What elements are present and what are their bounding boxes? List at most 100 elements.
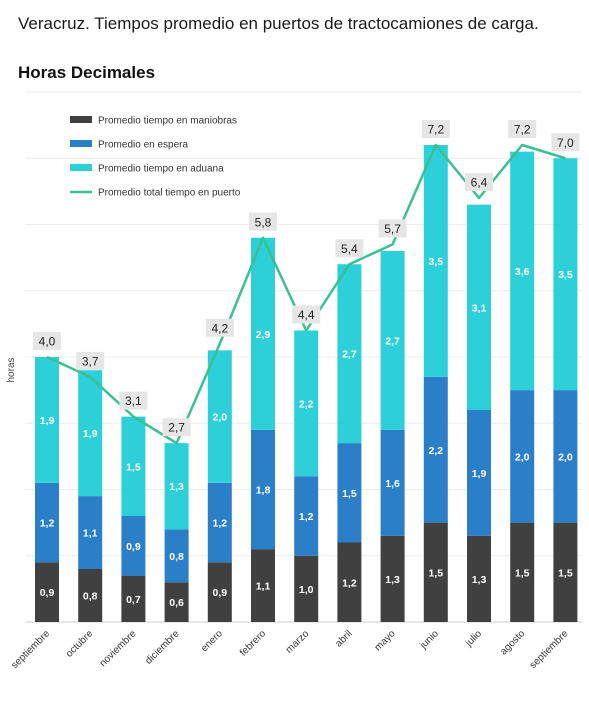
- total-label-box: [335, 239, 364, 258]
- legend-label: Promedio tiempo en maniobras: [98, 116, 237, 127]
- bar-segment: [337, 443, 362, 543]
- segment-label: 1,2: [299, 511, 314, 523]
- total-label-box: [421, 120, 450, 138]
- bar-segment: [510, 390, 535, 523]
- total-label-box: [162, 418, 191, 437]
- segment-label: 0,8: [169, 551, 184, 563]
- x-tick-label: junio: [417, 628, 441, 652]
- total-label-box: [205, 318, 234, 337]
- bar-segment: [35, 562, 59, 622]
- legend-label: Promedio total tiempo en puerto: [98, 188, 241, 199]
- total-label: 3,1: [125, 394, 142, 408]
- segment-label: 1,5: [126, 461, 141, 473]
- segment-label: 1,2: [40, 518, 55, 530]
- bar-segment: [423, 522, 448, 622]
- total-label-box: [249, 212, 277, 231]
- bar-segment: [251, 429, 275, 550]
- segment-label: 1,5: [342, 488, 357, 500]
- total-label: 7,2: [514, 123, 531, 137]
- segment-label: 1,0: [299, 584, 314, 596]
- bar-segment: [121, 575, 146, 622]
- segment-label: 2,2: [428, 445, 443, 457]
- segment-label: 0,9: [212, 587, 227, 599]
- total-label: 4,0: [39, 335, 56, 349]
- y-axis-label: horas: [6, 357, 17, 382]
- legend-swatch: [70, 164, 92, 171]
- segment-label: 1,5: [558, 567, 573, 579]
- bar-segment: [121, 516, 146, 576]
- total-label: 5,7: [384, 222, 401, 236]
- legend-label: Promedio en espera: [98, 140, 188, 151]
- segment-label: 1,9: [83, 428, 98, 440]
- x-tick-label: febrero: [238, 628, 268, 658]
- total-label-box: [508, 120, 537, 138]
- bar-segment: [78, 370, 103, 497]
- bar-segment: [337, 264, 362, 444]
- segment-label: 2,0: [212, 412, 227, 424]
- bar-segment: [337, 542, 362, 622]
- x-tick-label: noviembre: [98, 628, 139, 669]
- total-label: 2,7: [168, 421, 185, 435]
- segment-label: 0,7: [126, 594, 141, 606]
- segment-label: 0,9: [40, 587, 55, 599]
- legend: Promedio tiempo en maniobras Promedio en …: [70, 116, 241, 199]
- segment-label: 2,9: [256, 329, 271, 341]
- total-label: 4,2: [211, 321, 228, 335]
- x-tick-label: diciembre: [143, 628, 182, 667]
- total-label-box: [292, 305, 321, 324]
- total-label: 4,4: [298, 308, 315, 322]
- x-tick-label: septiembre: [9, 628, 52, 671]
- bar-segment: [467, 410, 491, 536]
- bar-segment: [380, 535, 405, 622]
- bar-segment: [35, 357, 59, 483]
- total-label: 5,8: [255, 215, 272, 229]
- segment-label: 1,9: [472, 468, 487, 480]
- x-tick-label: mayo: [373, 628, 398, 653]
- x-tick-label: septiembre: [528, 628, 571, 671]
- segment-label: 3,5: [428, 256, 443, 268]
- bar-segment: [294, 330, 319, 477]
- bar-segment: [553, 390, 578, 523]
- total-label: 3,7: [82, 354, 99, 368]
- bar-segment: [207, 482, 232, 563]
- segment-label: 1,1: [256, 581, 271, 593]
- bar-segment: [294, 476, 319, 556]
- segment-label: 1,2: [342, 577, 357, 589]
- bar-segment: [251, 549, 275, 622]
- chart-subtitle: Horas Decimales: [18, 63, 156, 82]
- total-label: 7,2: [427, 123, 444, 137]
- bar-segment: [121, 416, 146, 516]
- x-tick-label: octubre: [64, 628, 96, 660]
- bar-segment: [467, 204, 491, 410]
- x-tick-label: abril: [333, 628, 354, 649]
- segment-label: 0,8: [83, 591, 98, 603]
- segment-label: 1,8: [256, 485, 271, 497]
- total-line-path: [46, 143, 566, 445]
- segment-label: 1,2: [212, 518, 227, 530]
- segment-label: 3,1: [472, 302, 487, 314]
- bar-segment: [510, 151, 535, 391]
- chart-title: Veracruz. Tiempos promedio en puertos de…: [18, 14, 539, 33]
- segment-label: 1,1: [83, 528, 98, 540]
- bar-segment: [467, 535, 491, 622]
- total-labels: 4,0 3,7 3,1 2,7 4,2 5,8 4,4 5,4 5,7 7,2 6,4 7,2 7,0: [33, 120, 580, 437]
- bar-segment: [380, 429, 405, 536]
- x-tick-label: enero: [199, 628, 225, 654]
- segment-labels: 0,9 1,2 1,9 0,8 1,1 1,9 0,7 0,9 1,5 0,6 0,8 1,3 0,9 1…: [40, 256, 573, 609]
- bar-segment: [510, 522, 535, 622]
- bar-segment: [35, 482, 59, 563]
- segment-label: 2,7: [385, 335, 400, 347]
- total-label: 6,4: [471, 176, 488, 190]
- bar-segment: [78, 569, 103, 622]
- total-label-box: [119, 391, 148, 410]
- legend-swatch: [70, 116, 92, 123]
- segment-label: 2,7: [342, 349, 357, 361]
- total-label: 5,4: [341, 242, 358, 256]
- total-label-box: [551, 133, 580, 152]
- bar-segment: [553, 522, 578, 622]
- segment-label: 3,5: [558, 269, 573, 281]
- total-label-box: [465, 173, 493, 191]
- total-label: 7,0: [557, 136, 574, 150]
- segment-label: 1,3: [385, 574, 400, 586]
- total-label-box: [378, 219, 407, 238]
